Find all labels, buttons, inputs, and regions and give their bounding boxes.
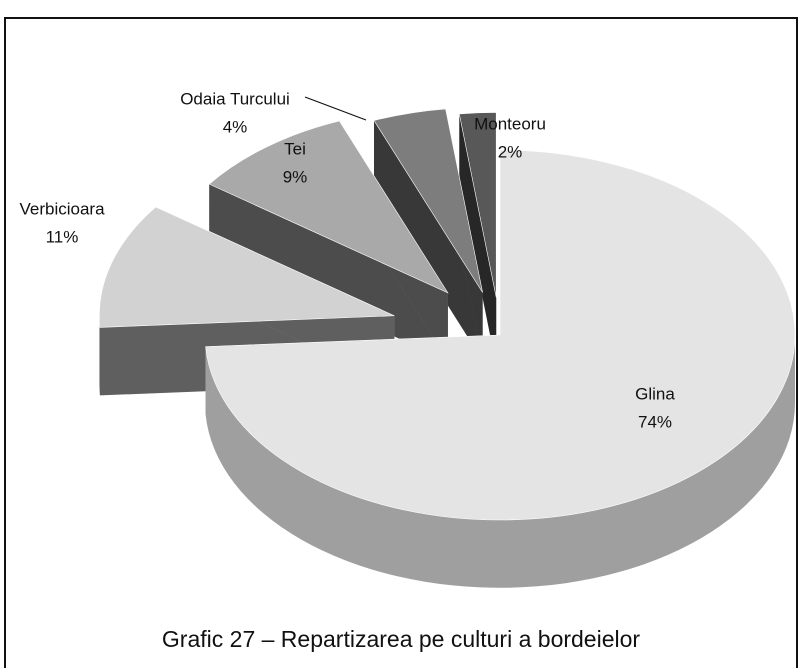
- slice: [458, 112, 497, 298]
- slice-shade: [374, 120, 483, 361]
- pie: [99, 108, 796, 588]
- slice-label: Odaia Turcului: [180, 89, 290, 108]
- slice: [205, 149, 796, 521]
- slice: [208, 120, 449, 294]
- value-label: 11%: [46, 227, 79, 246]
- slice: [99, 206, 395, 328]
- slice-shade: [205, 335, 796, 588]
- value-label: 2%: [498, 142, 523, 161]
- value-label: 4%: [223, 117, 248, 136]
- value-label: 74%: [638, 412, 672, 431]
- slice-shade: [459, 113, 497, 366]
- chart-title: Grafic 27 – Repartizarea pe culturi a bo…: [162, 626, 640, 652]
- slice-shade: [99, 315, 100, 396]
- slice-label: Glina: [635, 384, 675, 403]
- leader-line: [304, 96, 367, 121]
- slice-label: Verbicioara: [19, 199, 105, 218]
- slice-label: Monteoru: [474, 114, 546, 133]
- slice-label: Tei: [284, 139, 306, 158]
- value-label: 9%: [283, 167, 308, 186]
- slice: [373, 108, 483, 293]
- slice-side: [205, 335, 796, 588]
